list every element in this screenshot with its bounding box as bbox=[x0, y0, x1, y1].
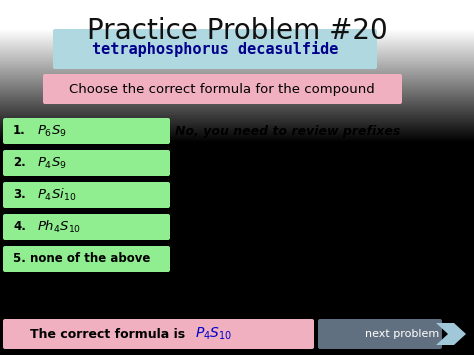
Text: Very good, click arrow to continue: Very good, click arrow to continue bbox=[175, 252, 417, 266]
Text: $P_6S_9$: $P_6S_9$ bbox=[37, 124, 67, 138]
FancyBboxPatch shape bbox=[3, 214, 170, 240]
Text: $Ph_4S_{10}$: $Ph_4S_{10}$ bbox=[37, 219, 81, 235]
FancyBboxPatch shape bbox=[318, 319, 442, 349]
Text: The correct formula is: The correct formula is bbox=[30, 328, 190, 340]
Text: 3.: 3. bbox=[13, 189, 26, 202]
FancyBboxPatch shape bbox=[3, 118, 170, 144]
Text: 2.: 2. bbox=[13, 157, 26, 169]
Text: 1.: 1. bbox=[13, 125, 26, 137]
Text: No, you need to review prefixes: No, you need to review prefixes bbox=[175, 125, 401, 137]
Text: 5. none of the above: 5. none of the above bbox=[13, 252, 150, 266]
Text: No, "Si" is not correct, see element list: No, "Si" is not correct, see element lis… bbox=[175, 189, 450, 202]
FancyBboxPatch shape bbox=[53, 29, 377, 69]
Text: $P_4S_9$: $P_4S_9$ bbox=[37, 155, 67, 170]
Text: No, you need to review prefixes: No, you need to review prefixes bbox=[175, 157, 401, 169]
FancyBboxPatch shape bbox=[3, 319, 314, 349]
FancyBboxPatch shape bbox=[3, 246, 170, 272]
Text: Choose the correct formula for the compound: Choose the correct formula for the compo… bbox=[69, 82, 375, 95]
Text: 4.: 4. bbox=[13, 220, 26, 234]
Text: Practice Problem #20: Practice Problem #20 bbox=[87, 17, 387, 45]
Polygon shape bbox=[436, 323, 466, 345]
Text: $P_4Si_{10}$: $P_4Si_{10}$ bbox=[37, 187, 76, 203]
Text: tetraphosphorus decasulfide: tetraphosphorus decasulfide bbox=[92, 41, 338, 57]
Text: next problem: next problem bbox=[365, 329, 439, 339]
Text: No, "Ph" is not correct, see element list: No, "Ph" is not correct, see element lis… bbox=[175, 220, 455, 234]
FancyBboxPatch shape bbox=[3, 150, 170, 176]
FancyBboxPatch shape bbox=[43, 74, 402, 104]
FancyBboxPatch shape bbox=[3, 182, 170, 208]
Text: $P_4S_{10}$: $P_4S_{10}$ bbox=[195, 326, 232, 342]
